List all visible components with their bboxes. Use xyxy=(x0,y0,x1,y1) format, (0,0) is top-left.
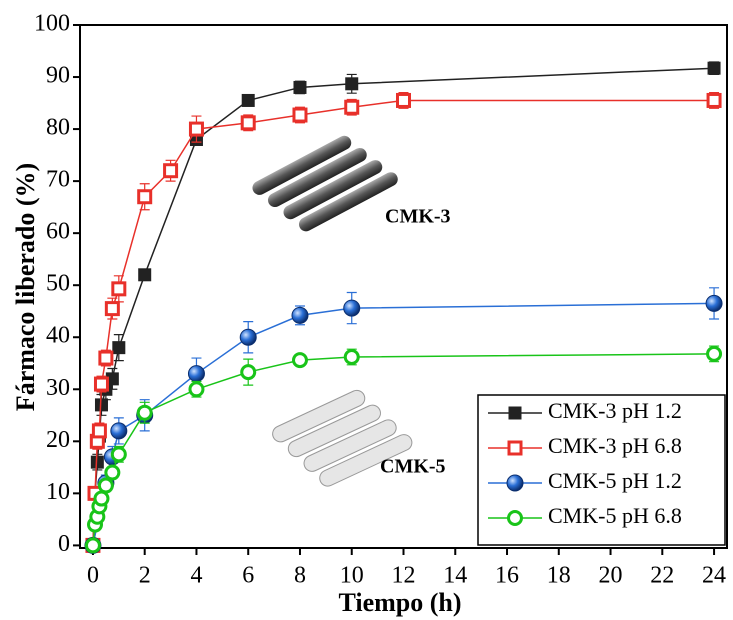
data-point xyxy=(293,80,307,94)
data-point xyxy=(104,464,121,481)
data-point xyxy=(104,301,120,317)
y-tick-label: 50 xyxy=(46,271,70,297)
y-tick-label: 20 xyxy=(46,427,70,453)
y-tick-label: 100 xyxy=(34,11,70,37)
x-tick-label: 6 xyxy=(242,563,254,589)
y-tick-label: 70 xyxy=(46,167,70,193)
data-point xyxy=(138,268,152,282)
cmk5-illustration xyxy=(272,389,413,487)
data-point xyxy=(110,446,127,463)
data-point xyxy=(345,77,359,91)
data-point xyxy=(344,99,360,115)
cmk3-illustration xyxy=(252,135,398,232)
x-tick-label: 12 xyxy=(392,563,416,589)
legend-marker xyxy=(507,440,523,456)
data-point xyxy=(93,376,109,392)
data-point xyxy=(93,490,110,507)
x-tick-label: 0 xyxy=(87,563,99,589)
data-point xyxy=(112,341,126,355)
x-tick-label: 22 xyxy=(650,563,674,589)
x-tick-label: 16 xyxy=(495,563,519,589)
legend-marker xyxy=(507,510,523,526)
y-tick-label: 10 xyxy=(46,479,70,505)
data-point xyxy=(111,281,127,297)
data-point xyxy=(110,422,128,440)
legend-label: CMK-3 pH 6.8 xyxy=(548,433,682,458)
data-point xyxy=(292,107,308,123)
data-point xyxy=(240,364,257,381)
x-tick-label: 18 xyxy=(547,563,571,589)
y-tick-label: 60 xyxy=(46,219,70,245)
x-tick-label: 24 xyxy=(702,563,726,589)
y-tick-label: 40 xyxy=(46,323,70,349)
x-axis-title: Tiempo (h) xyxy=(338,588,461,617)
data-point xyxy=(187,365,205,383)
x-tick-label: 2 xyxy=(139,563,151,589)
data-point xyxy=(706,345,723,362)
legend-label: CMK-3 pH 1.2 xyxy=(548,398,682,423)
data-point xyxy=(84,537,101,554)
data-point xyxy=(97,477,114,494)
data-point xyxy=(343,299,361,317)
data-point xyxy=(136,404,153,421)
data-point xyxy=(343,349,360,366)
data-point xyxy=(163,163,179,179)
data-point xyxy=(91,423,107,439)
y-tick-label: 0 xyxy=(58,531,70,557)
data-point xyxy=(188,381,205,398)
data-point xyxy=(291,306,309,324)
legend-label: CMK-5 pH 6.8 xyxy=(548,503,682,528)
legend-marker xyxy=(508,406,522,420)
y-tick-label: 30 xyxy=(46,375,70,401)
annotation: CMK-5 xyxy=(380,456,446,478)
y-axis-title: Fármaco liberado (%) xyxy=(11,163,40,411)
data-point xyxy=(291,352,308,369)
annotation: CMK-3 xyxy=(385,206,451,228)
data-point xyxy=(98,350,114,366)
data-point xyxy=(137,189,153,205)
x-tick-label: 14 xyxy=(443,563,467,589)
x-tick-label: 10 xyxy=(340,563,364,589)
x-tick-label: 4 xyxy=(190,563,202,589)
y-tick-label: 80 xyxy=(46,115,70,141)
data-point xyxy=(239,328,257,346)
data-point xyxy=(707,61,721,75)
data-point xyxy=(241,93,255,107)
data-point xyxy=(240,115,256,131)
x-tick-label: 8 xyxy=(294,563,306,589)
data-point xyxy=(706,92,722,108)
x-tick-label: 20 xyxy=(599,563,623,589)
legend-marker xyxy=(506,474,524,492)
y-tick-label: 90 xyxy=(46,63,70,89)
data-point xyxy=(188,121,204,137)
legend-label: CMK-5 pH 1.2 xyxy=(548,468,682,493)
data-point xyxy=(396,92,411,108)
data-point xyxy=(705,294,723,312)
